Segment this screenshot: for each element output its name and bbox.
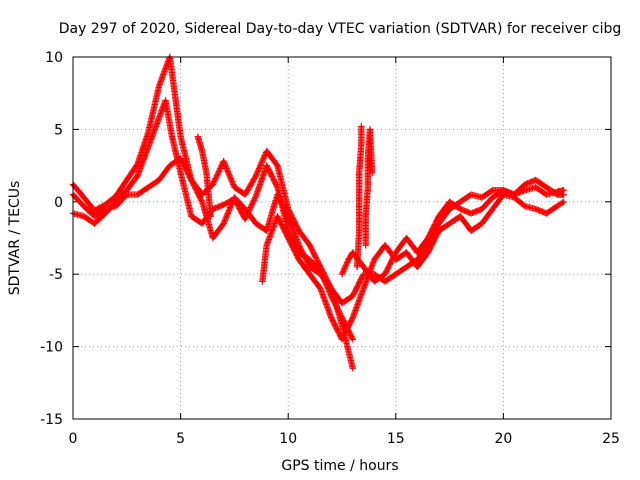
x-axis-label: GPS time / hours: [281, 458, 398, 474]
data-point: [209, 181, 217, 188]
data-point: [260, 153, 268, 161]
data-point: [260, 155, 267, 162]
data-point: [256, 163, 263, 171]
data-point: [343, 259, 351, 266]
data-point: [341, 265, 348, 272]
data-point: [342, 263, 349, 271]
data-point: [559, 199, 566, 206]
data-point: [216, 166, 223, 174]
data-point: [257, 160, 265, 168]
data-point: [259, 156, 267, 164]
data-point: [210, 179, 217, 187]
data-point: [211, 178, 218, 185]
plot-frame: [72, 56, 612, 420]
x-tick-label: 10: [279, 431, 297, 447]
data-point: [340, 268, 347, 275]
data-point: [340, 266, 348, 274]
y-tick-label: -15: [40, 412, 63, 428]
y-axis-label: SDTVAR / TECUs: [7, 181, 23, 296]
data-point: [255, 165, 263, 172]
data-point: [254, 168, 262, 175]
data-point: [212, 175, 219, 182]
axis-ticks: 0 5 10 15 20 25 -15 -10 -5 0 5 10: [40, 50, 620, 447]
y-tick-label: 0: [54, 195, 63, 211]
data-point: [213, 172, 221, 179]
data-point: [250, 197, 258, 204]
y-tick-label: -10: [40, 340, 63, 356]
data-point: [259, 158, 266, 165]
data-point: [253, 171, 260, 178]
data-point: [368, 169, 376, 177]
data-point: [342, 262, 350, 269]
data-point: [213, 173, 220, 181]
data-point: [217, 165, 224, 172]
data-point: [273, 161, 280, 168]
data-point: [343, 260, 350, 268]
data-point: [284, 211, 291, 219]
data-point: [252, 194, 259, 201]
y-tick-label: 5: [54, 122, 63, 138]
x-tick-label: 0: [69, 431, 78, 447]
data-point: [215, 168, 223, 175]
chart-title: Day 297 of 2020, Sidereal Day-to-day VTE…: [59, 21, 622, 37]
data-point: [560, 191, 567, 198]
x-tick-label: 15: [387, 431, 405, 447]
data-point: [214, 171, 221, 178]
data-point: [248, 201, 256, 208]
data-point: [349, 336, 356, 343]
data-point: [242, 214, 250, 221]
data-point: [349, 365, 356, 372]
x-tick-label: 5: [176, 431, 185, 447]
data-points: [69, 53, 567, 372]
data-point: [348, 334, 356, 342]
data-point: [249, 200, 256, 207]
data-point: [560, 198, 567, 205]
x-tick-label: 25: [602, 431, 620, 447]
data-point: [252, 172, 260, 179]
data-point: [348, 315, 356, 323]
data-point: [338, 271, 346, 278]
data-point: [255, 166, 262, 174]
data-point: [207, 213, 214, 220]
data-point: [247, 204, 254, 211]
data-point: [251, 195, 258, 203]
data-point: [257, 162, 264, 169]
y-tick-label: 10: [45, 50, 63, 66]
data-point: [250, 198, 257, 205]
data-point: [248, 202, 255, 210]
data-point: [261, 152, 268, 159]
data-point: [339, 269, 346, 276]
data-point: [215, 169, 222, 177]
x-tick-label: 20: [494, 431, 512, 447]
data-point: [358, 123, 365, 130]
data-point: [273, 182, 280, 190]
data-point: [251, 173, 259, 181]
data-point: [253, 169, 261, 177]
data-point: [198, 197, 205, 204]
y-tick-label: -5: [49, 267, 63, 283]
data-point: [241, 215, 249, 223]
data-point: [258, 159, 265, 166]
data-point: [211, 176, 219, 184]
